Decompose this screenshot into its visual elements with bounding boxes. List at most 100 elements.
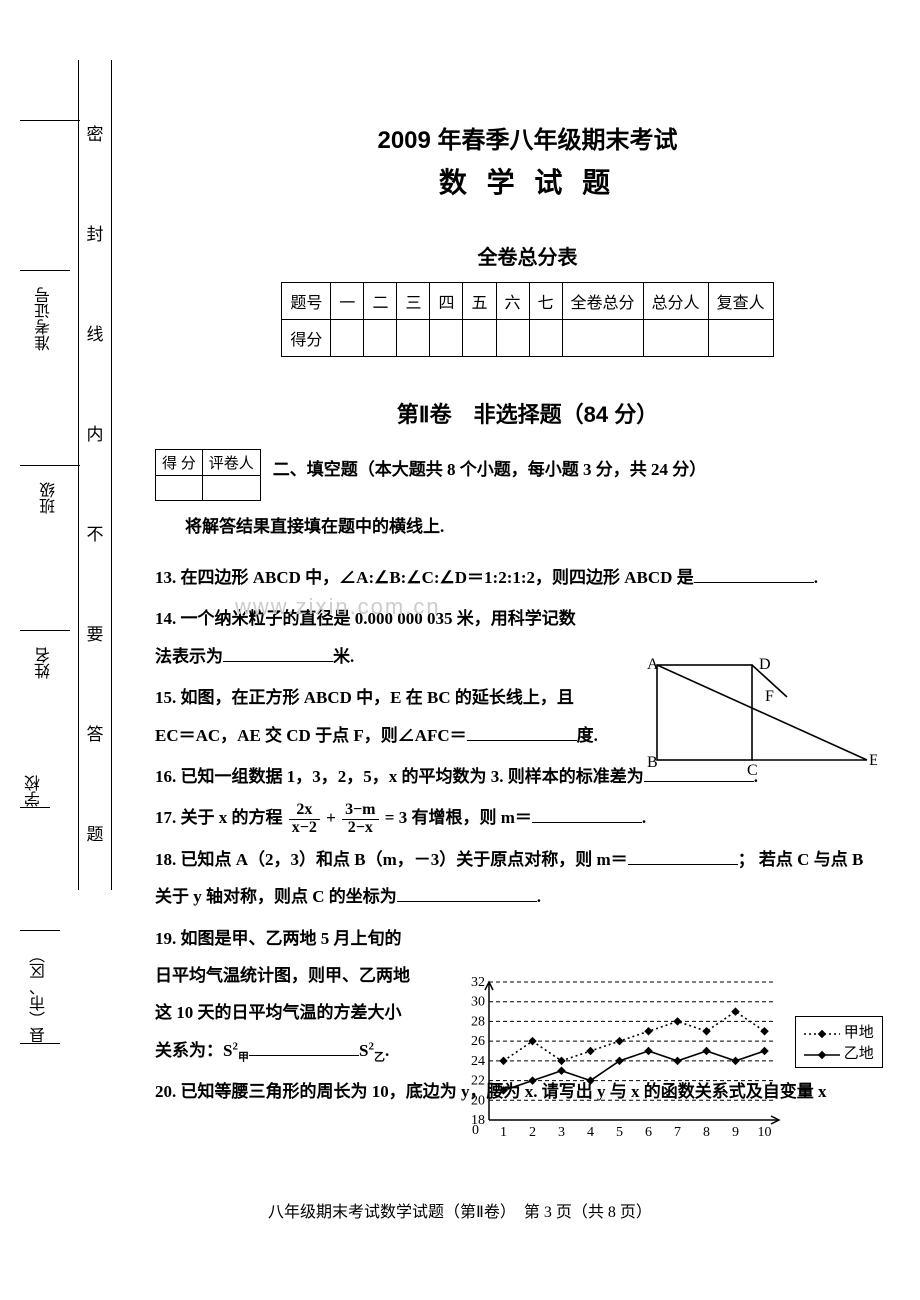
cell: 得分 <box>282 320 331 357</box>
geom-B: B <box>647 754 658 771</box>
seal-line-box: 密 封 线 内 不 要 答 题 <box>78 60 112 890</box>
label-county: 县（市、区） <box>20 930 60 1060</box>
legend-row: 甲地 <box>804 1021 874 1042</box>
q19-blank <box>249 1038 359 1056</box>
table-row: 得分 <box>282 320 773 357</box>
legend-yi: 乙地 <box>844 1046 874 1062</box>
cell: 一 <box>331 283 364 320</box>
cell: 四 <box>430 283 463 320</box>
cell <box>643 320 708 357</box>
cell <box>364 320 397 357</box>
binding-outer-labels: 县（市、区） 学校 姓名 班级 准考证号 <box>20 60 50 1160</box>
frac2: 3−m2−x <box>342 802 378 837</box>
chart-svg: 1820222426283032123456789100 <box>455 974 785 1144</box>
q18-blank1 <box>628 847 738 865</box>
cell <box>562 320 643 357</box>
geom-E: E <box>869 752 877 769</box>
cell <box>156 476 203 501</box>
page-footer: 八年级期末考试数学试题（第Ⅱ卷） 第 3 页（共 8 页） <box>0 1198 920 1222</box>
svg-text:32: 32 <box>471 975 485 990</box>
q15b-pre: EC＝AC，AE 交 CD 于点 F，则∠AFC＝ <box>155 726 467 745</box>
score-mini-table: 得 分 评卷人 <box>155 449 261 501</box>
q18-post: . <box>537 887 541 906</box>
svg-text:5: 5 <box>616 1125 623 1140</box>
seal-char: 线 <box>79 320 111 345</box>
main-content: 2009 年春季八年级期末考试 数 学 试 题 全卷总分表 题号 一 二 三 四… <box>155 120 900 1115</box>
svg-text:7: 7 <box>674 1125 681 1140</box>
q17-pre: 17. 关于 x 的方程 <box>155 808 283 827</box>
cell: 得 分 <box>156 450 203 476</box>
table-row: 题号 一 二 三 四 五 六 七 全卷总分 总分人 复查人 <box>282 283 773 320</box>
label-top-line <box>20 120 80 137</box>
page-title-line1: 2009 年春季八年级期末考试 <box>155 120 900 155</box>
chart-legend: 甲地 乙地 <box>795 1016 883 1068</box>
svg-text:4: 4 <box>587 1125 594 1140</box>
q19-l1: 19. 如图是甲、乙两地 5 月上旬的 <box>155 920 455 957</box>
geom-svg: A D B C E F <box>637 655 877 775</box>
cell: 全卷总分 <box>562 283 643 320</box>
seal-char: 要 <box>79 620 111 645</box>
q19-l3: 这 10 天的日平均气温的方差大小 <box>155 994 455 1031</box>
cell <box>397 320 430 357</box>
q17-post: . <box>642 808 646 827</box>
legend-jia: 甲地 <box>844 1025 874 1041</box>
q18-line2: 关于 y 轴对称，则点 C 的坐标为. <box>155 878 900 915</box>
instruction: 将解答结果直接填在题中的横线上. <box>185 512 900 537</box>
label-name: 姓名 <box>20 630 70 679</box>
cell <box>708 320 773 357</box>
q14b-pre: 法表示为 <box>155 647 223 666</box>
q14-blank <box>223 644 333 662</box>
svg-text:26: 26 <box>471 1034 485 1049</box>
seal-char: 答 <box>79 720 111 745</box>
label-class: 班级 <box>20 465 80 514</box>
q18-mid: ； 若点 C 与点 B <box>738 850 864 869</box>
q13-blank <box>694 565 814 583</box>
cell <box>529 320 562 357</box>
cell: 七 <box>529 283 562 320</box>
frac1: 2xx−2 <box>289 802 320 837</box>
table-row <box>156 476 261 501</box>
plus: + <box>326 808 336 827</box>
svg-text:1: 1 <box>500 1125 507 1140</box>
svg-text:0: 0 <box>472 1123 479 1138</box>
cell: 五 <box>463 283 496 320</box>
label-school: 学校 <box>20 775 50 824</box>
q13-text: 13. 在四边形 ABCD 中，∠A:∠B:∠C:∠D＝1:2:1:2，则四边形… <box>155 568 694 587</box>
q13: 13. 在四边形 ABCD 中，∠A:∠B:∠C:∠D＝1:2:1:2，则四边形… <box>155 559 900 596</box>
q14b-post: 米. <box>333 647 354 666</box>
label-examno: 准考证号 <box>20 270 70 351</box>
q13-post: . <box>814 568 818 587</box>
eq: = 3 <box>385 808 407 827</box>
cell: 六 <box>496 283 529 320</box>
q15b-post: 度. <box>577 726 598 745</box>
q14-line1: 14. 一个纳米粒子的直径是 0.000 000 035 米，用科学记数 <box>155 600 900 637</box>
q18-pre: 18. 已知点 A（2，3）和点 B（m，－3）关于原点对称，则 m＝ <box>155 850 628 869</box>
cell: 复查人 <box>708 283 773 320</box>
cell <box>496 320 529 357</box>
seal-char: 内 <box>79 420 111 445</box>
table-row: 得 分 评卷人 <box>156 450 261 476</box>
svg-text:6: 6 <box>645 1125 652 1140</box>
geom-F: F <box>765 688 774 705</box>
svg-text:8: 8 <box>703 1125 710 1140</box>
svg-text:10: 10 <box>758 1125 772 1140</box>
q18-line1: 18. 已知点 A（2，3）和点 B（m，－3）关于原点对称，则 m＝ ； 若点 … <box>155 841 900 878</box>
q18-l2-pre: 关于 y 轴对称，则点 C 的坐标为 <box>155 887 397 906</box>
cell <box>331 320 364 357</box>
cell: 评卷人 <box>202 450 260 476</box>
sub-jia: 甲 <box>238 1051 249 1063</box>
q16-pre: 16. 已知一组数据 1，3，2，5，x 的平均数为 3. 则样本的标准差为 <box>155 767 644 786</box>
q17: 17. 关于 x 的方程 2xx−2 + 3−m2−x = 3 有增根，则 m＝… <box>155 799 900 836</box>
q18-blank2 <box>397 884 537 902</box>
q15-blank <box>467 723 577 741</box>
section-ii-title: 第Ⅱ卷 非选择题（84 分） <box>155 397 900 429</box>
cell <box>463 320 496 357</box>
fill-blank-heading: 二、填空题（本大题共 8 个小题，每小题 3 分，共 24 分） <box>155 449 900 480</box>
seal-char: 不 <box>79 520 111 545</box>
geom-figure: A D B C E F <box>637 655 877 780</box>
svg-text:28: 28 <box>471 1014 485 1029</box>
cell <box>202 476 260 501</box>
legend-row: 乙地 <box>804 1042 874 1063</box>
cell: 二 <box>364 283 397 320</box>
svg-text:22: 22 <box>471 1074 485 1089</box>
